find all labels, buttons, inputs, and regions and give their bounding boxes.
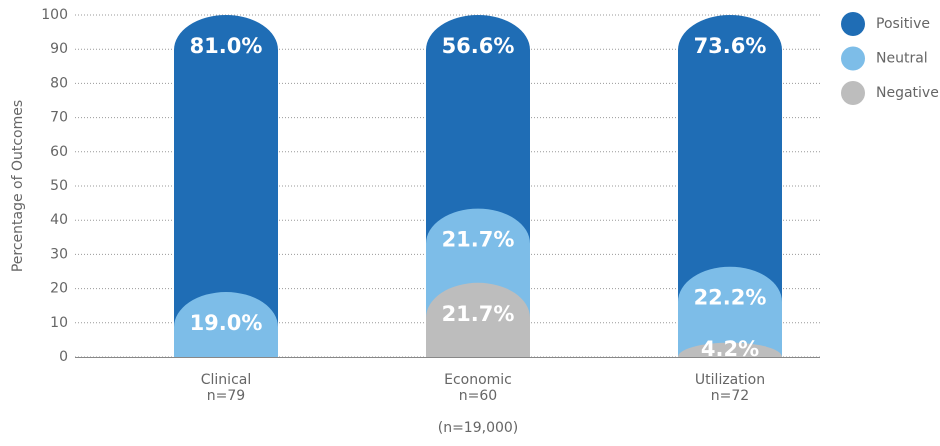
bar-segment	[174, 15, 278, 338]
value-label: 73.6%	[694, 34, 767, 58]
y-tick-label: 10	[50, 315, 68, 331]
note: (n=19,000)	[438, 420, 519, 436]
y-tick-label: 20	[50, 281, 68, 297]
y-tick-label: 30	[50, 246, 68, 262]
bar-segment	[426, 15, 530, 254]
bar-segment	[174, 292, 278, 357]
bar-segment	[678, 342, 782, 357]
bar-segment	[426, 282, 530, 357]
x-tick-label: Utilization	[695, 372, 765, 388]
legend-swatch	[841, 12, 865, 36]
category-note: n=79	[207, 388, 245, 404]
x-tick-label: Economic	[444, 372, 512, 388]
y-tick-label: 100	[41, 7, 68, 23]
x-tick-label: Clinical	[201, 372, 251, 388]
value-label: 4.2%	[701, 337, 759, 361]
legend-swatch	[841, 81, 865, 105]
y-tick-label: 70	[50, 110, 68, 126]
category-note: n=60	[459, 388, 497, 404]
value-label: 22.2%	[694, 286, 767, 310]
y-tick-label: 60	[50, 144, 68, 160]
y-tick-label: 50	[50, 178, 68, 194]
bar-segment	[678, 266, 782, 357]
bar-segment	[678, 15, 782, 312]
value-label: 21.7%	[442, 302, 515, 326]
value-label: 81.0%	[190, 34, 263, 58]
y-tick-label: 40	[50, 212, 68, 228]
value-label: 19.0%	[190, 311, 263, 335]
bars	[174, 15, 782, 357]
y-axis-title: Percentage of Outcomes	[10, 100, 26, 272]
y-tick-label: 0	[59, 349, 68, 365]
y-tick-label: 80	[50, 75, 68, 91]
legend-swatch	[841, 46, 865, 71]
value-label: 21.7%	[442, 228, 515, 252]
legend-label: Neutral	[876, 51, 928, 67]
legend-label: Positive	[876, 16, 930, 32]
value-label: 56.6%	[442, 34, 515, 58]
legend-label: Negative	[876, 85, 939, 101]
y-tick-label: 90	[50, 41, 68, 57]
category-note: n=72	[711, 388, 749, 404]
